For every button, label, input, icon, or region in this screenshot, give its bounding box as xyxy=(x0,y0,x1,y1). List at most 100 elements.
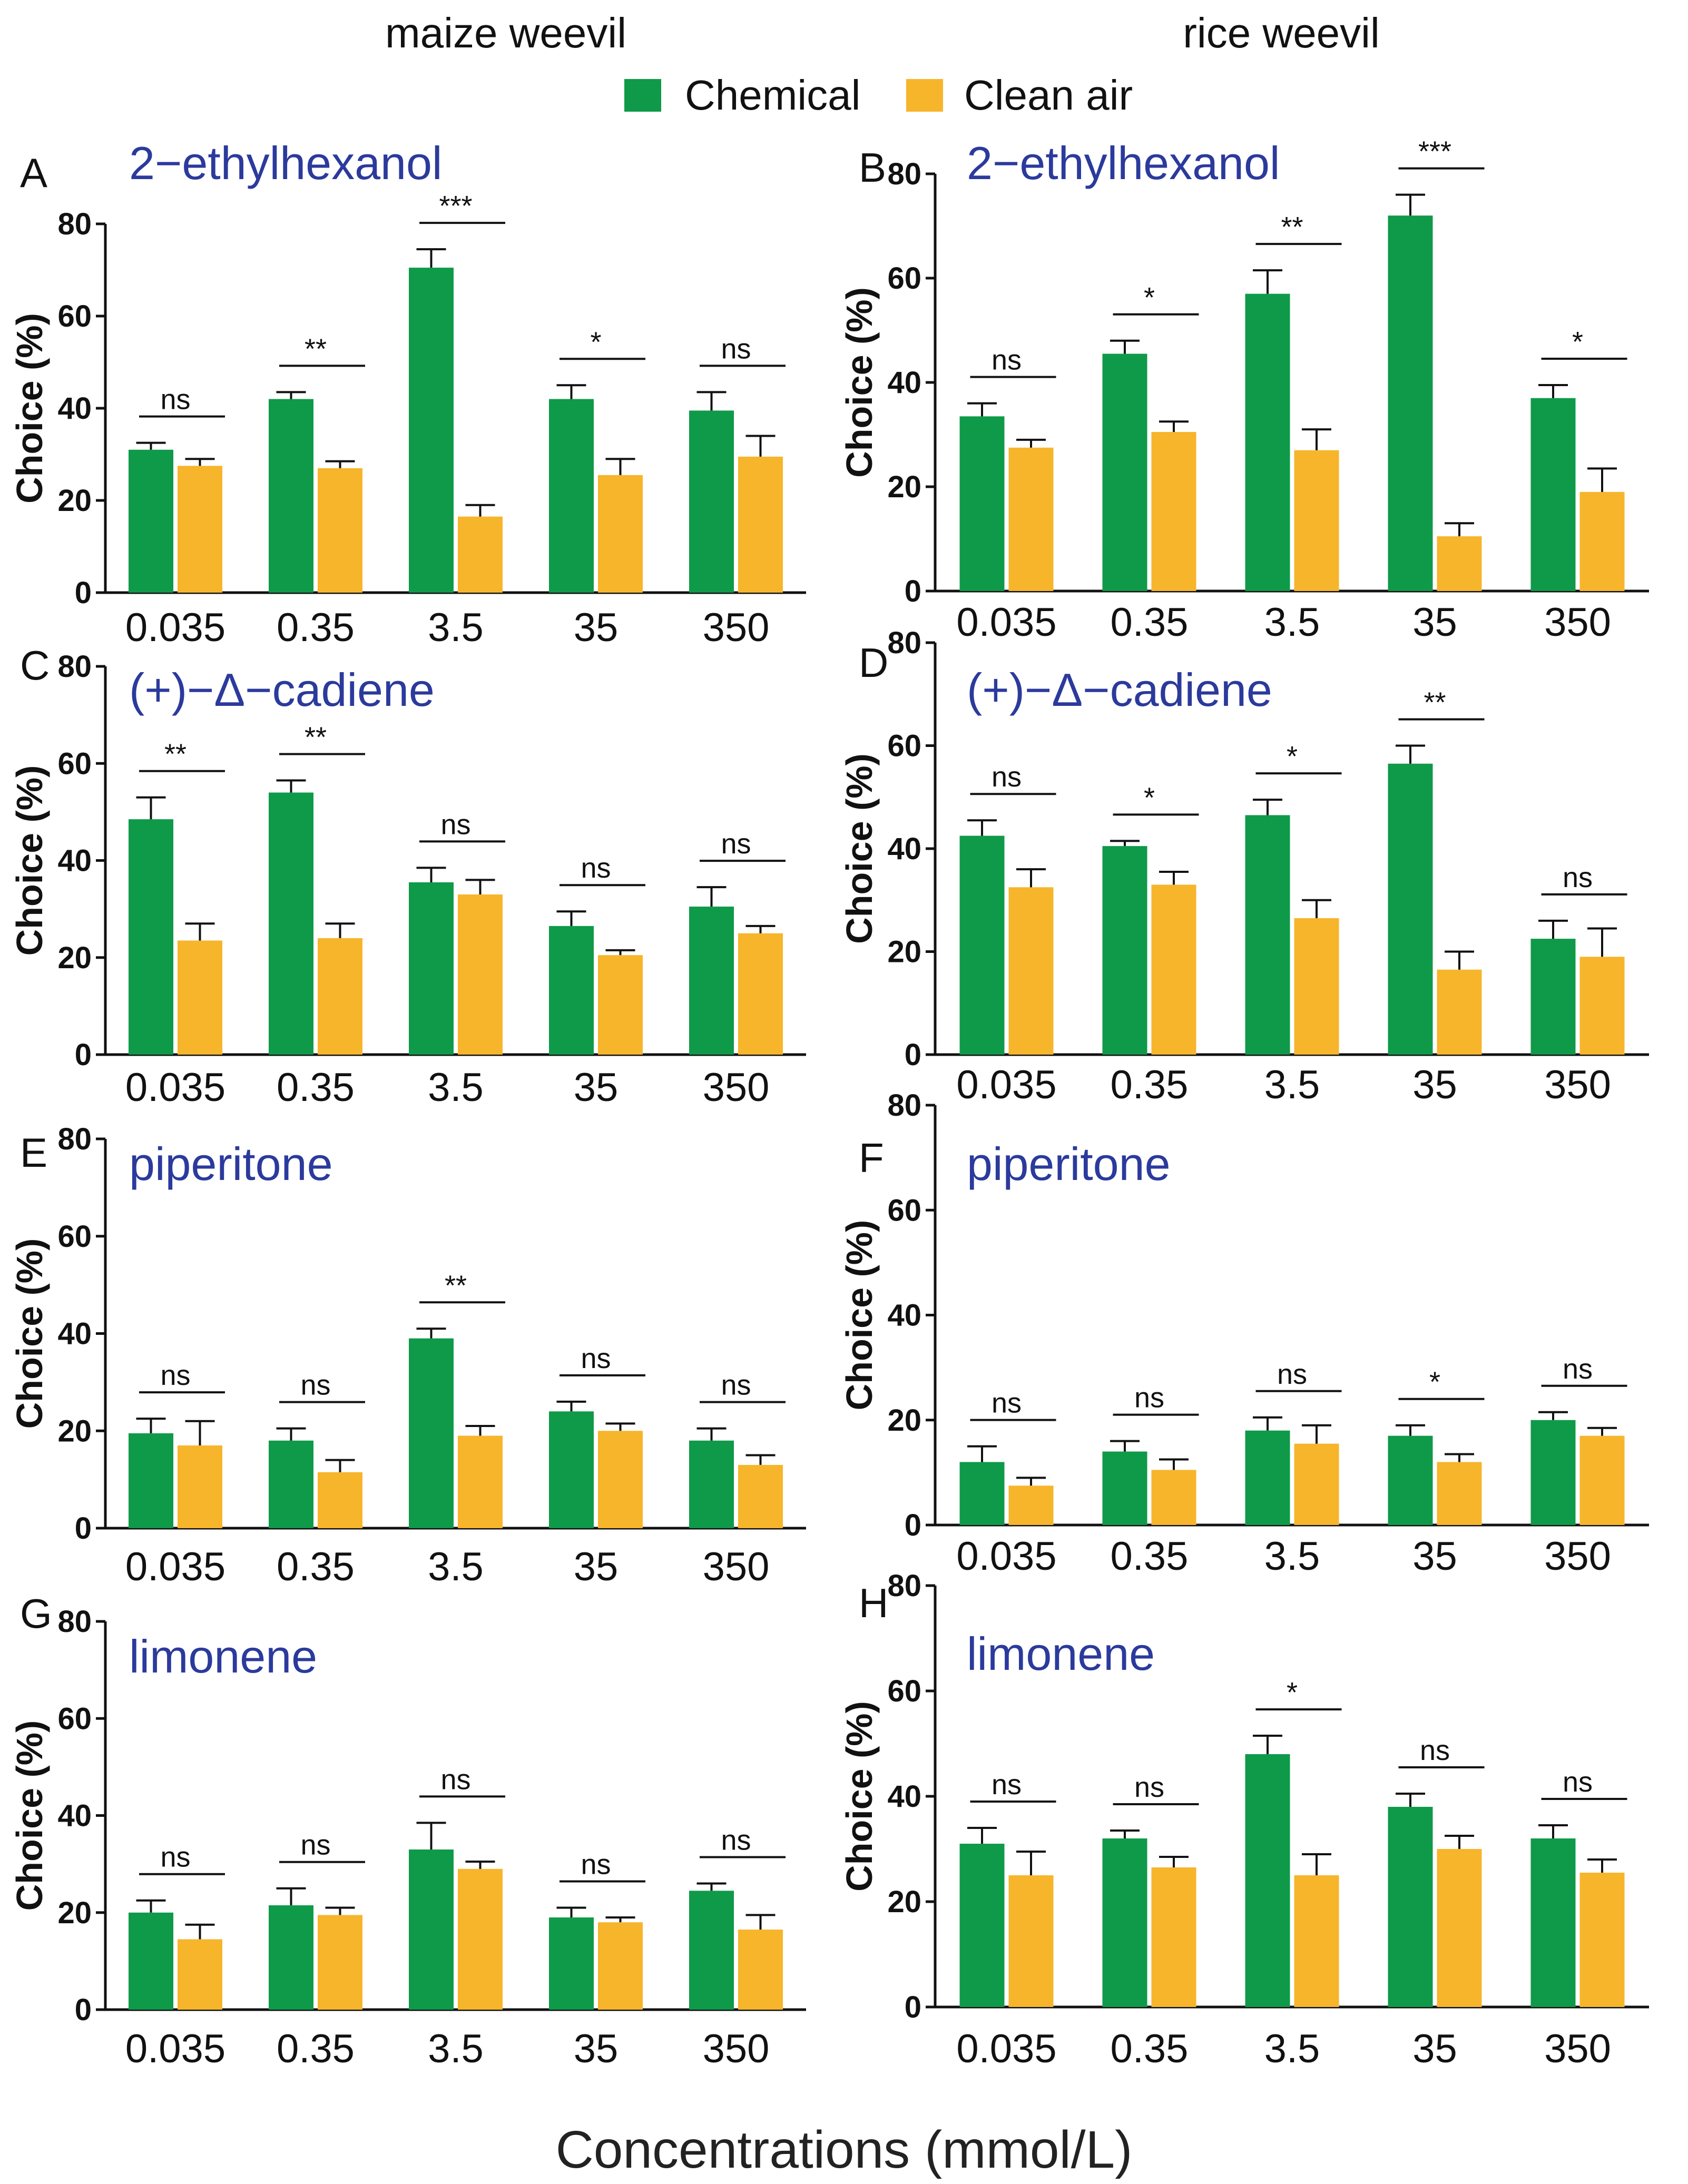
bar-e-clean-air xyxy=(178,1445,222,1528)
y-tick-label-b: 60 xyxy=(887,261,921,296)
error-bar-h xyxy=(1016,1851,1046,1875)
error-bar-e xyxy=(325,1459,355,1472)
panel-letter-h: H xyxy=(859,1580,888,1626)
panel-letter-d: D xyxy=(859,640,888,686)
bar-h-clean-air xyxy=(1294,1875,1339,2007)
y-tick-label-c: 40 xyxy=(57,844,92,878)
panel-letter-c: C xyxy=(20,642,50,688)
y-tick-label-f: 0 xyxy=(905,1508,921,1542)
significance-label-e: ** xyxy=(445,1270,467,1301)
panel-letter-a: A xyxy=(20,150,47,196)
error-bar-f xyxy=(1587,1427,1617,1436)
panel-letter-f: F xyxy=(859,1135,884,1181)
error-bar-h xyxy=(1253,1735,1282,1754)
significance-label-f: ns xyxy=(1563,1353,1593,1385)
category-label-c: 0.35 xyxy=(277,1065,355,1110)
significance-label-f: ns xyxy=(1277,1359,1307,1390)
y-tick-label-f: 80 xyxy=(887,1088,921,1123)
bar-a-chemical xyxy=(549,399,594,593)
error-bar-f xyxy=(1396,1424,1425,1436)
significance-label-a: ns xyxy=(160,384,190,416)
significance-label-c: ** xyxy=(305,721,327,753)
significance-label-d: * xyxy=(1287,741,1298,772)
y-tick-label-b: 0 xyxy=(905,574,921,608)
error-bar-c xyxy=(185,922,215,941)
error-bar-d xyxy=(1159,870,1189,885)
bar-d-chemical xyxy=(1530,939,1576,1055)
category-label-c: 0.035 xyxy=(125,1065,225,1110)
legend-swatch-clean-air xyxy=(906,79,943,112)
bar-f-chemical xyxy=(1102,1451,1147,1525)
bar-b-clean-air xyxy=(1579,491,1625,591)
significance-label-a: * xyxy=(590,326,601,358)
significance-label-g: ns xyxy=(440,1764,470,1795)
error-bar-d xyxy=(1016,868,1046,888)
category-label-a: 350 xyxy=(703,605,770,650)
bar-b-chemical xyxy=(1102,353,1147,591)
y-tick-label-h: 20 xyxy=(887,1885,921,1919)
legend-label-clean-air: Clean air xyxy=(964,72,1133,119)
y-tick-label-c: 60 xyxy=(57,746,92,781)
error-bar-d xyxy=(1396,744,1425,764)
significance-label-f: * xyxy=(1429,1366,1440,1398)
error-bar-h xyxy=(1302,1853,1331,1875)
error-bar-g xyxy=(465,1861,495,1869)
error-bar-b xyxy=(1538,383,1568,398)
y-tick-label-c: 80 xyxy=(57,650,92,684)
error-bar-h xyxy=(967,1827,997,1844)
y-tick-label-e: 40 xyxy=(57,1317,92,1351)
chemical-name-f: piperitone xyxy=(967,1138,1171,1190)
bar-b-clean-air xyxy=(1437,536,1482,591)
bar-f-clean-air xyxy=(1008,1485,1054,1525)
category-label-g: 0.35 xyxy=(277,2026,355,2071)
bar-g-chemical xyxy=(409,1849,454,2010)
panel-e: 0 20 40 60 80 Choice (%) E piperitone ns 0.035 ns 0… xyxy=(9,1122,806,1589)
error-bar-b xyxy=(1445,522,1474,537)
error-bar-c xyxy=(325,922,355,938)
bar-f-clean-air xyxy=(1437,1462,1482,1525)
error-bar-e xyxy=(556,1400,586,1412)
bar-c-clean-air xyxy=(598,955,643,1055)
error-bar-e xyxy=(696,1427,727,1441)
error-bar-a xyxy=(325,460,355,468)
panels: 0 20 40 60 80 Choice (%) A 2−ethylhexanol ns 0.03… xyxy=(9,136,1649,2071)
bar-g-chemical xyxy=(549,1917,594,2010)
error-bar-f xyxy=(1016,1477,1046,1486)
bar-h-chemical xyxy=(1102,1838,1147,2007)
significance-label-d: ** xyxy=(1424,687,1446,719)
error-bar-f xyxy=(1302,1424,1331,1444)
significance-label-h: ns xyxy=(992,1769,1022,1801)
y-tick-label-f: 20 xyxy=(887,1403,921,1438)
y-tick-label-a: 20 xyxy=(57,484,92,518)
y-tick-label-h: 60 xyxy=(887,1674,921,1708)
bar-h-clean-air xyxy=(1151,1867,1196,2007)
bar-d-clean-air xyxy=(1151,884,1196,1055)
category-label-h: 0.35 xyxy=(1111,2026,1189,2071)
bar-f-clean-air xyxy=(1579,1435,1625,1525)
error-bar-e xyxy=(465,1425,495,1436)
category-label-g: 350 xyxy=(703,2026,770,2071)
error-bar-e xyxy=(185,1420,215,1445)
y-axis-title-f: Choice (%) xyxy=(839,1220,880,1411)
y-tick-label-d: 60 xyxy=(887,729,921,763)
bar-d-chemical xyxy=(1102,846,1147,1055)
bar-a-clean-air xyxy=(738,456,783,593)
error-bar-g xyxy=(276,1887,306,1905)
bar-e-chemical xyxy=(549,1411,594,1528)
bar-d-clean-air xyxy=(1294,918,1339,1055)
significance-label-g: ns xyxy=(721,1824,751,1856)
error-bar-h xyxy=(1396,1793,1425,1807)
error-bar-f xyxy=(1159,1458,1189,1470)
category-label-c: 3.5 xyxy=(428,1065,484,1110)
error-bar-d xyxy=(1445,950,1474,970)
error-bar-h xyxy=(1587,1858,1617,1873)
error-bar-a xyxy=(416,248,446,268)
panel-c: 0 20 40 60 80 Choice (%) C (+)−Δ−cadiene ** 0.035… xyxy=(9,642,806,1110)
y-tick-label-g: 20 xyxy=(57,1896,92,1930)
bar-e-chemical xyxy=(409,1338,454,1528)
significance-label-f: ns xyxy=(1134,1382,1164,1414)
y-tick-label-f: 40 xyxy=(887,1298,921,1333)
significance-label-b: ns xyxy=(992,345,1022,376)
y-tick-label-h: 0 xyxy=(905,1990,921,2024)
